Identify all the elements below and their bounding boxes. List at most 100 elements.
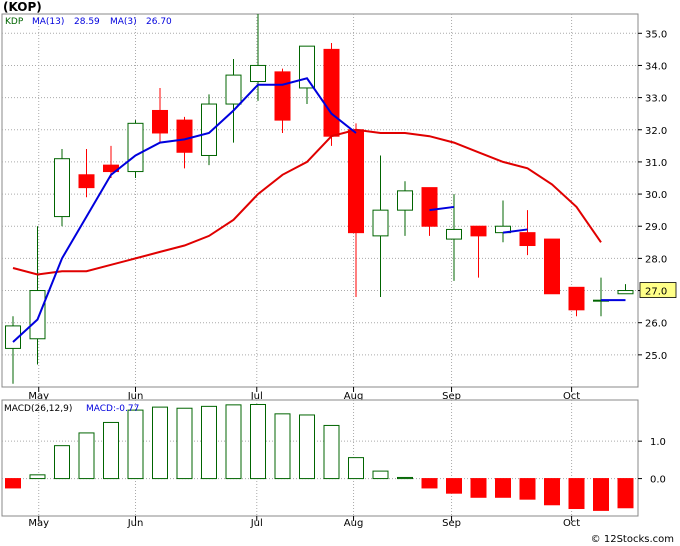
candle-body: [152, 109, 168, 134]
legend-ma3-label: MA(3): [110, 17, 137, 27]
candle-body: [544, 238, 560, 295]
macd-bar: [617, 478, 634, 509]
month-label: Jul: [250, 391, 263, 402]
macd-tick-label: 1.0: [650, 437, 666, 448]
last-price-box: [639, 282, 677, 298]
month-label: Jun: [127, 391, 144, 402]
month-label: May: [28, 391, 49, 402]
month-label: Aug: [344, 391, 364, 402]
candle-body: [201, 103, 217, 156]
month-label: Jul: [250, 518, 263, 529]
ma-blue-tail: [429, 205, 455, 212]
legend-ma13-value: 28.59: [74, 17, 100, 27]
legend-ticker: KDP: [5, 17, 24, 27]
price-tick-label: 35.0: [645, 29, 667, 40]
candle: [29, 226, 46, 365]
candle-body: [617, 290, 634, 295]
macd-panel: 0.0 1.0 MACD(26,12,9) MACD:-0.77: [1, 399, 666, 517]
price-panel: 25.0 26.0 27.0 28.0 29.0 30.0 31.0 32.0 33.0 34.0…: [1, 13, 677, 388]
candle-body: [225, 74, 242, 105]
month-axis-price: May Jun Jul Aug Sep Oct: [28, 387, 580, 402]
month-label: Jun: [127, 518, 144, 529]
candle: [470, 225, 487, 278]
candle: [323, 42, 340, 146]
candle-body: [421, 187, 438, 227]
candle: [152, 87, 168, 143]
macd-bar: [250, 403, 266, 480]
price-tick-label: 28.0: [645, 254, 667, 265]
price-tick-label: 34.0: [645, 61, 667, 72]
last-price-label: 27.0: [645, 287, 667, 298]
macd-bar: [54, 445, 70, 480]
candle-body: [519, 232, 536, 247]
price-tick-label: 26.0: [645, 319, 667, 330]
macd-bar: [348, 457, 364, 480]
macd-bar: [372, 470, 389, 480]
candle: [176, 116, 193, 169]
ma-blue-line: [12, 77, 357, 343]
candle: [250, 14, 266, 101]
ma-blue-segment: [502, 228, 528, 234]
credit-text: © 12Stocks.com: [590, 534, 674, 545]
candle: [5, 316, 21, 384]
macd-y-axis: 0.0 1.0: [638, 437, 666, 486]
candle-body: [29, 290, 46, 340]
candle: [54, 149, 70, 227]
candle: [568, 286, 585, 317]
price-tick-label: 33.0: [645, 94, 667, 105]
macd-bar: [152, 406, 168, 480]
macd-frame: [1, 399, 639, 517]
legend: KDP MA(13) 28.59 MA(3) 26.70: [5, 17, 172, 27]
price-y-axis: 25.0 26.0 27.0 28.0 29.0 30.0 31.0 32.0 33.0 34.0…: [638, 29, 667, 362]
macd-bar: [127, 409, 144, 480]
price-tick-label: 32.0: [645, 126, 667, 137]
price-tick-label: 29.0: [645, 222, 667, 233]
candle-body: [397, 190, 413, 211]
macd-bar: [421, 478, 438, 489]
candle-body: [274, 71, 291, 121]
month-label: May: [28, 518, 49, 529]
candle: [519, 210, 536, 256]
macd-tick-label: 0.0: [650, 475, 666, 486]
candle-body: [127, 122, 144, 173]
month-label: Oct: [563, 391, 580, 402]
candle: [617, 284, 634, 295]
macd-bar: [568, 478, 585, 510]
macd-bar: [29, 474, 46, 480]
ma-red-line: [12, 128, 602, 276]
candle-body: [176, 119, 193, 153]
macd-bar: [176, 407, 193, 480]
macd-bar: [593, 478, 609, 511]
last-price-marker: 27.0: [639, 282, 677, 298]
price-tick-label: 31.0: [645, 158, 667, 169]
macd-bar: [323, 424, 340, 480]
macd-label: MACD(26,12,9): [4, 404, 72, 414]
macd-bars: [5, 403, 634, 511]
macd-bar: [519, 478, 536, 500]
candle-body: [54, 158, 70, 218]
candle: [225, 59, 242, 143]
candle: [397, 181, 413, 236]
candle-body: [470, 225, 487, 237]
macd-bar: [299, 414, 315, 480]
month-label: Sep: [442, 518, 461, 529]
macd-bar: [78, 432, 95, 480]
macd-bar: [470, 478, 487, 498]
candle: [299, 45, 315, 105]
macd-bar: [446, 478, 462, 494]
candle-body: [299, 45, 315, 89]
macd-bar: [201, 405, 217, 480]
candles: [5, 14, 634, 384]
candle: [78, 149, 95, 198]
macd-bar: [495, 478, 511, 498]
macd-bar: [274, 413, 291, 480]
candle: [201, 94, 217, 166]
candle-body: [5, 325, 21, 349]
candle-body: [568, 286, 585, 311]
month-axis-macd: May Jun Jul Aug Sep Oct: [28, 516, 580, 529]
month-label: Aug: [344, 518, 364, 529]
candle-body: [348, 129, 364, 234]
candle: [421, 187, 438, 236]
candle: [372, 155, 389, 297]
